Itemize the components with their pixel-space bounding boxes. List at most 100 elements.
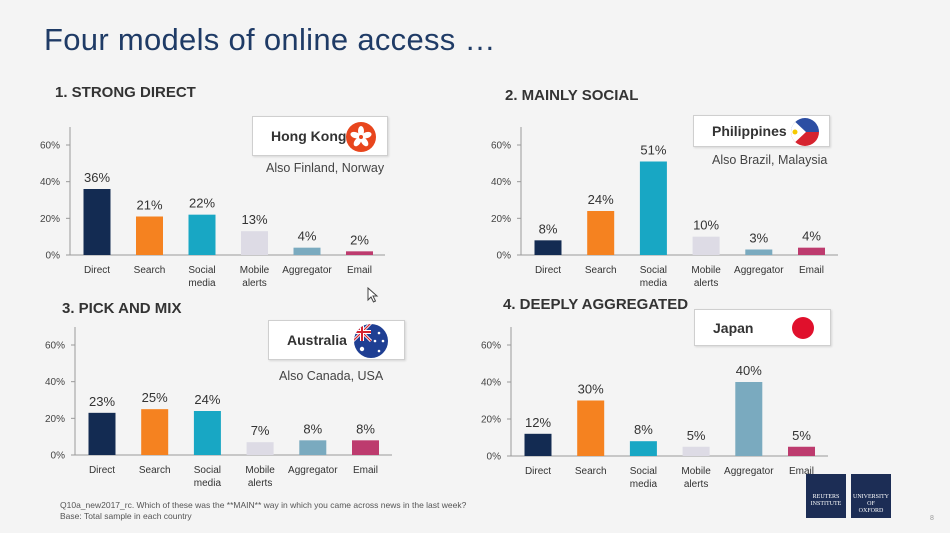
data-label-direct: 23% bbox=[89, 394, 115, 409]
oxford-logo-line2: OXFORD bbox=[858, 508, 884, 514]
x-tick-label-aggregator: Aggregator bbox=[282, 265, 332, 276]
y-tick-label: 0% bbox=[46, 251, 61, 262]
x-tick-label-search: Search bbox=[575, 466, 607, 477]
x-tick-label-direct: Direct bbox=[535, 265, 561, 276]
y-tick-label: 60% bbox=[491, 141, 511, 152]
x-tick-label-social-media: Social media bbox=[188, 265, 216, 289]
footnote-base: Base: Total sample in each country bbox=[60, 511, 192, 521]
panel-1-heading: 1. STRONG DIRECT bbox=[55, 84, 196, 101]
x-tick-label-email: Email bbox=[353, 465, 378, 476]
bar-aggregator bbox=[745, 249, 773, 255]
panel-2-country-box: Philippines bbox=[693, 115, 830, 147]
data-label-aggregator: 40% bbox=[736, 363, 762, 378]
x-tick-label-mobile-alerts: Mobile alerts bbox=[245, 465, 275, 489]
bar-search bbox=[136, 216, 163, 255]
data-label-email: 5% bbox=[792, 428, 811, 443]
x-tick-label-mobile-alerts: Mobile alerts bbox=[681, 466, 711, 490]
panel-4-heading: 4. DEEPLY AGGREGATED bbox=[503, 296, 689, 313]
y-tick-label: 60% bbox=[40, 141, 60, 152]
reuters-logo-line2: INSTITUTE bbox=[810, 501, 842, 507]
bar-email bbox=[798, 247, 825, 255]
data-label-aggregator: 8% bbox=[303, 421, 322, 436]
bar-email bbox=[346, 251, 373, 255]
x-tick-label-search: Search bbox=[134, 265, 166, 276]
panel-2-heading: 2. MAINLY SOCIAL bbox=[505, 87, 639, 104]
bar-direct bbox=[524, 433, 552, 456]
y-tick-label: 60% bbox=[45, 341, 65, 352]
x-tick-label-direct: Direct bbox=[84, 265, 110, 276]
y-tick-label: 40% bbox=[491, 177, 511, 188]
x-tick-label-mobile-alerts: Mobile alerts bbox=[691, 265, 721, 289]
x-tick-label-email: Email bbox=[799, 265, 824, 276]
data-label-direct: 36% bbox=[84, 170, 110, 185]
footnote-question: Q10a_new2017_rc. Which of these was the … bbox=[60, 500, 467, 510]
panel-1-also-text: Also Finland, Norway bbox=[266, 161, 385, 175]
panel-2-country-name: Philippines bbox=[712, 123, 787, 139]
bar-direct bbox=[83, 189, 111, 255]
panel-2-also-text: Also Brazil, Malaysia bbox=[712, 153, 828, 167]
bar-mobile-alerts bbox=[692, 236, 720, 255]
y-tick-label: 0% bbox=[497, 251, 512, 262]
bar-mobile-alerts bbox=[246, 442, 274, 455]
data-label-search: 21% bbox=[136, 198, 162, 213]
data-label-aggregator: 4% bbox=[298, 229, 317, 244]
x-tick-label-direct: Direct bbox=[525, 466, 551, 477]
oxford-logo-line1: UNIVERSITY OF bbox=[853, 494, 889, 507]
y-tick-label: 40% bbox=[45, 377, 65, 388]
y-tick-label: 20% bbox=[40, 214, 60, 225]
japan-flag-icon bbox=[792, 317, 814, 339]
data-label-mobile-alerts: 5% bbox=[687, 428, 706, 443]
data-label-social-media: 8% bbox=[634, 422, 653, 437]
x-tick-label-search: Search bbox=[585, 265, 617, 276]
data-label-email: 4% bbox=[802, 229, 821, 244]
y-tick-label: 20% bbox=[491, 214, 511, 225]
data-label-mobile-alerts: 10% bbox=[693, 218, 719, 233]
philippines-flag-icon bbox=[791, 118, 819, 146]
x-tick-label-search: Search bbox=[139, 465, 171, 476]
panel-3-country-name: Australia bbox=[287, 332, 347, 348]
bar-social-media bbox=[193, 411, 221, 455]
data-label-social-media: 22% bbox=[189, 196, 215, 211]
x-tick-label-social-media: Social media bbox=[640, 265, 668, 289]
bar-aggregator bbox=[735, 382, 763, 456]
data-label-aggregator: 3% bbox=[749, 231, 768, 246]
bar-search bbox=[141, 409, 169, 455]
reuters-logo-line1: REUTERS bbox=[812, 494, 840, 500]
footnote: Q10a_new2017_rc. Which of these was the … bbox=[60, 500, 466, 522]
australia-flag-icon bbox=[354, 324, 388, 358]
panel-3-country-box: Australia bbox=[268, 320, 405, 360]
panel-3-heading: 3. PICK AND MIX bbox=[62, 300, 182, 317]
hong-kong-flag-icon bbox=[346, 122, 376, 152]
bar-mobile-alerts bbox=[682, 446, 710, 456]
data-label-search: 24% bbox=[588, 192, 614, 207]
bar-aggregator bbox=[299, 440, 327, 455]
bar-social-media bbox=[639, 161, 667, 255]
data-label-social-media: 24% bbox=[194, 392, 220, 407]
bar-social-media bbox=[629, 441, 657, 456]
panel-4-country-box: Japan bbox=[694, 309, 831, 346]
bar-social-media bbox=[188, 214, 216, 255]
bar-email bbox=[788, 446, 815, 456]
oxford-university-logo: UNIVERSITY OF OXFORD bbox=[851, 474, 891, 518]
panel-4-country-name: Japan bbox=[713, 319, 754, 336]
x-tick-label-social-media: Social media bbox=[194, 465, 222, 489]
y-tick-label: 40% bbox=[40, 177, 60, 188]
bar-direct bbox=[88, 412, 116, 455]
bar-search bbox=[587, 211, 615, 255]
data-label-search: 25% bbox=[142, 390, 168, 405]
x-tick-label-mobile-alerts: Mobile alerts bbox=[240, 265, 270, 289]
data-label-search: 30% bbox=[578, 382, 604, 397]
data-label-mobile-alerts: 13% bbox=[241, 212, 267, 227]
reuters-institute-logo: REUTERS INSTITUTE bbox=[806, 474, 846, 518]
x-tick-label-aggregator: Aggregator bbox=[724, 466, 774, 477]
y-tick-label: 0% bbox=[51, 451, 66, 462]
y-tick-label: 40% bbox=[481, 378, 501, 389]
panel-1-country-name: Hong Kong bbox=[271, 128, 347, 144]
bar-search bbox=[577, 400, 605, 456]
data-label-email: 2% bbox=[350, 232, 369, 247]
data-label-mobile-alerts: 7% bbox=[251, 423, 270, 438]
